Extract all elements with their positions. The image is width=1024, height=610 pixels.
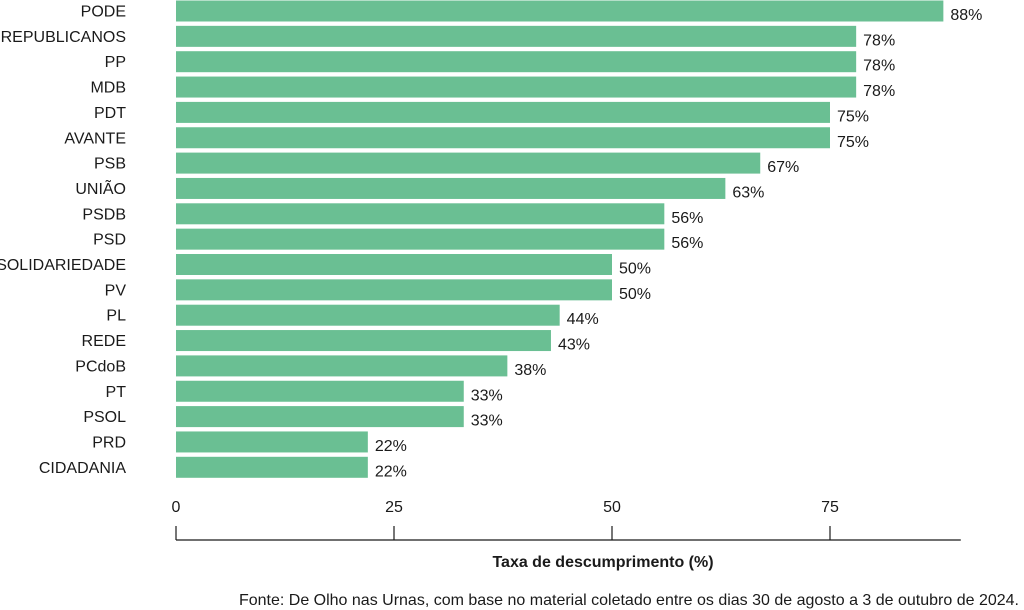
x-axis-title: Taxa de descumprimento (%) [492,554,713,571]
value-label: 33% [471,413,503,430]
source-note: Fonte: De Olho nas Urnas, com base no ma… [239,592,1019,609]
value-label: 44% [567,311,599,328]
category-label: PSB [94,156,126,173]
category-label: PODE [81,4,126,21]
value-label: 22% [375,463,407,480]
bars-layer [176,0,944,478]
bar-psol [176,406,464,428]
bar-pcdob [176,355,508,377]
bar-rede [176,330,551,352]
category-label: MDB [90,80,126,97]
category-label: PL [106,308,126,325]
value-label: 78% [863,32,895,49]
bar-psd [176,228,665,250]
category-label: AVANTE [64,130,126,147]
bar-pdt [176,101,830,123]
bar-avante [176,127,830,149]
category-label: REPUBLICANOS [1,29,126,46]
category-label: PSDB [82,206,126,223]
bar-pt [176,380,464,402]
category-label: REDE [82,333,126,350]
bar-uni-o [176,177,726,199]
category-label: SOLIDARIEDADE [0,257,126,274]
category-label: PP [105,54,126,71]
category-label: PT [106,384,127,401]
bar-psb [176,152,761,174]
value-label: 78% [863,58,895,75]
category-label: UNIÃO [75,178,126,198]
bar-mdb [176,76,857,98]
category-label: PV [105,282,127,299]
value-label: 78% [863,83,895,100]
value-label: 50% [619,261,651,278]
category-label: PSD [93,232,126,249]
x-axis: 0 25 50 75 [172,499,961,541]
bar-cidadania [176,456,368,478]
bar-pode [176,0,944,22]
value-label: 75% [837,134,869,151]
category-labels: PODE REPUBLICANOS PP MDB PDT AVANTE PSB UNIÃO PS… [0,4,126,477]
bar-pl [176,304,560,326]
value-label: 67% [767,159,799,176]
bar-prd [176,431,368,453]
value-label: 56% [671,210,703,227]
bar-solidariedade [176,254,612,275]
value-labels: 88% 78% 78% 78% 75% 75% 67%63% 56% 56% 50% 50% 44% 4… [375,7,983,480]
value-label: 88% [950,7,982,24]
x-tick-label: 75 [821,499,839,516]
bar-pp [176,51,857,73]
x-tick-label: 25 [385,499,403,516]
value-label: 43% [558,337,590,354]
value-label: 33% [471,387,503,404]
category-label: PRD [92,434,126,451]
category-label: PDT [94,105,126,122]
value-label: 75% [837,108,869,125]
category-label: PCdoB [75,358,126,375]
value-label: 63% [732,184,764,201]
bar-psdb [176,203,665,225]
category-label: PSOL [83,409,126,426]
x-tick-label: 0 [172,499,181,516]
value-label: 22% [375,438,407,455]
bar-pv [176,279,612,301]
value-label: 50% [619,286,651,303]
value-label: 56% [671,235,703,252]
x-tick-label: 50 [603,499,621,516]
category-label: CIDADANIA [39,460,126,477]
bar-republicanos [176,25,857,47]
value-label: 38% [514,362,546,379]
